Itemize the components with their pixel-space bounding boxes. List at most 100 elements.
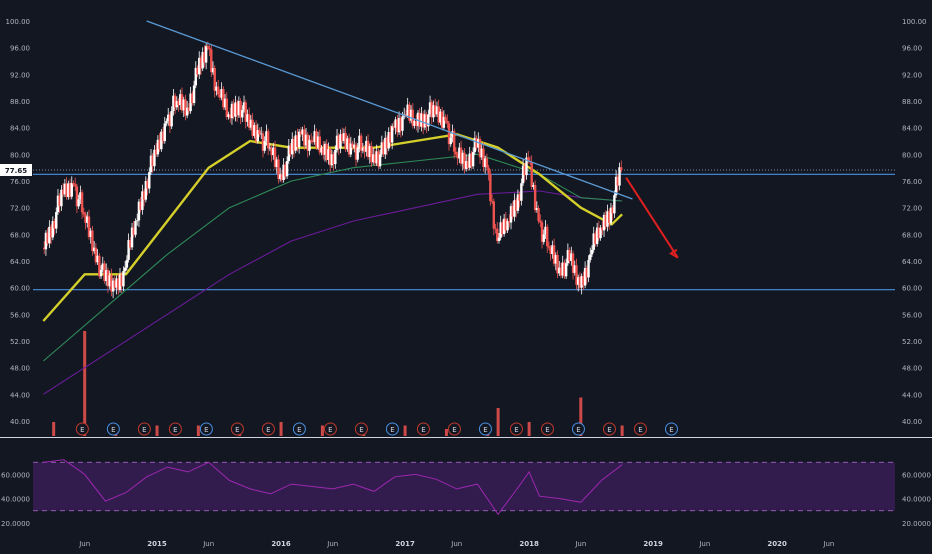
earnings-marker-label[interactable]: E — [390, 426, 394, 434]
candle-body — [420, 113, 423, 127]
candle-body — [275, 159, 278, 167]
candle-body — [523, 165, 527, 176]
candle-body — [606, 211, 609, 227]
candle-body — [189, 93, 192, 112]
candle-body — [179, 94, 182, 106]
earnings-marker-label[interactable]: E — [452, 426, 456, 434]
candle-body — [389, 132, 392, 143]
candle-body — [427, 114, 430, 127]
candle-body — [223, 98, 227, 108]
candle-body — [446, 121, 449, 124]
candle-body — [129, 240, 132, 248]
price-tick-label-right: 96.00 — [902, 45, 922, 53]
candle-body — [148, 172, 151, 189]
candle-body — [442, 116, 446, 128]
candle-body — [558, 267, 561, 274]
earnings-marker-label[interactable]: E — [80, 426, 84, 434]
candle-body — [158, 139, 161, 150]
earnings-marker-label[interactable]: E — [576, 426, 580, 434]
candle-body — [141, 191, 144, 210]
candle-body — [532, 185, 535, 187]
candle-body — [480, 148, 483, 158]
earnings-marker-label[interactable]: E — [421, 426, 425, 434]
candle-body — [134, 221, 137, 235]
candle-body — [458, 147, 461, 159]
candle-body — [401, 116, 404, 131]
earnings-marker-label[interactable]: E — [607, 426, 611, 434]
price-tick-label-left: 52.00 — [10, 338, 30, 346]
earnings-marker — [664, 422, 678, 436]
candle-body — [554, 255, 558, 264]
candle-body — [142, 191, 146, 200]
candle-body — [206, 46, 210, 48]
candle-body — [575, 265, 578, 285]
candle-body — [241, 109, 244, 118]
candle-body — [75, 186, 79, 207]
candle-body — [254, 125, 258, 142]
candle-body — [211, 68, 215, 73]
candle-body — [378, 154, 382, 167]
candle-body — [501, 222, 504, 234]
candle-body — [551, 245, 554, 254]
candle-body — [266, 131, 270, 149]
candle-body — [530, 162, 533, 187]
candle-body — [323, 143, 327, 155]
volume-bar — [620, 425, 624, 436]
candle-body — [130, 227, 134, 248]
earnings-marker-label[interactable]: E — [266, 426, 270, 434]
candle-body — [160, 131, 163, 150]
earnings-marker-label[interactable]: E — [545, 426, 549, 434]
candle-body — [82, 212, 86, 215]
earnings-marker-label[interactable]: E — [235, 426, 239, 434]
candle-body — [578, 277, 582, 288]
earnings-marker-label[interactable]: E — [483, 426, 487, 434]
candle-body — [153, 149, 156, 167]
candle-body — [56, 195, 60, 213]
earnings-marker — [540, 422, 554, 436]
candle-body — [394, 119, 397, 128]
candle-body — [199, 57, 203, 69]
candle-body — [361, 147, 365, 151]
earnings-marker-label[interactable]: E — [111, 426, 115, 434]
candle-body — [94, 247, 98, 263]
rsi-tick-label-right: 20.0000 — [902, 520, 931, 528]
earnings-marker-label[interactable]: E — [514, 426, 518, 434]
earnings-marker-label[interactable]: E — [669, 426, 673, 434]
candle-body — [249, 119, 253, 128]
candle-body — [68, 183, 72, 197]
candle-body — [418, 112, 421, 127]
time-tick-label: Jun — [450, 540, 462, 548]
earnings-marker-label[interactable]: E — [359, 426, 363, 434]
earnings-marker-label[interactable]: E — [328, 426, 332, 434]
price-tick-label-left: 88.00 — [10, 98, 30, 106]
candle-body — [587, 259, 590, 278]
price-tick-label-right: 64.00 — [902, 258, 922, 266]
candle-body — [535, 208, 539, 210]
candle-body — [428, 102, 432, 115]
candle-body — [218, 94, 222, 98]
candle-body — [502, 218, 506, 234]
candle-body — [608, 211, 611, 223]
earnings-marker — [137, 422, 151, 436]
candle-body — [297, 131, 301, 147]
earnings-marker — [509, 422, 523, 436]
earnings-marker-label[interactable]: E — [142, 426, 146, 434]
candle-body — [499, 222, 502, 238]
candle-body — [103, 263, 106, 281]
candle-body — [404, 114, 408, 116]
candle-body — [337, 135, 340, 149]
time-tick-label: 2017 — [395, 540, 415, 548]
earnings-marker-label[interactable]: E — [297, 426, 301, 434]
earnings-marker-label[interactable]: E — [638, 426, 642, 434]
earnings-marker-label[interactable]: E — [204, 426, 208, 434]
candle-body — [184, 99, 187, 116]
candle-body — [487, 167, 490, 174]
candle-body — [265, 131, 268, 141]
candle-body — [251, 119, 254, 136]
candle-body — [282, 164, 285, 180]
price-tick-label-left: 84.00 — [10, 125, 30, 133]
candle-body — [280, 174, 284, 180]
earnings-marker-label[interactable]: E — [173, 426, 177, 434]
